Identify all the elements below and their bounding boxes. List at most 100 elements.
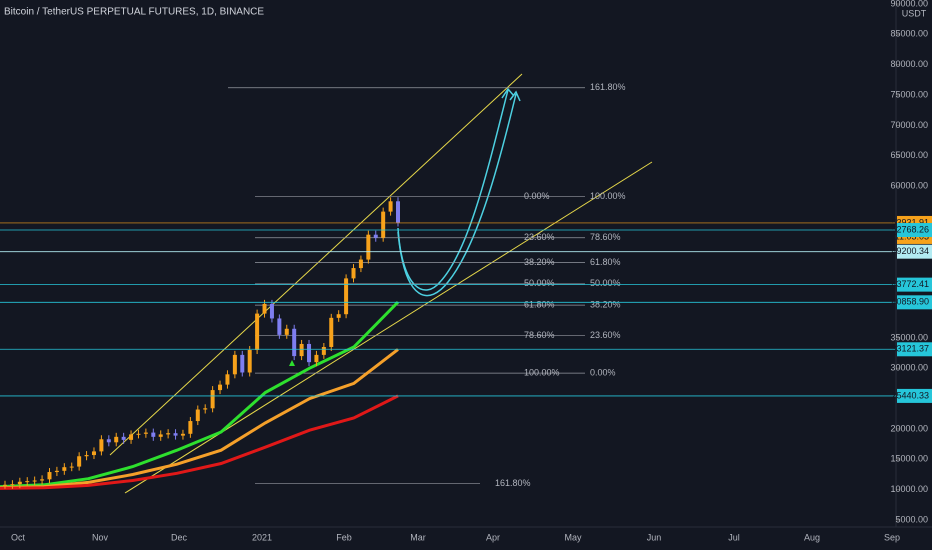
price-tag — [897, 388, 932, 403]
candle — [351, 268, 356, 279]
candle — [218, 384, 223, 391]
x-tick-label: Dec — [171, 532, 188, 542]
candle — [255, 313, 260, 351]
candle — [10, 484, 15, 486]
candle — [203, 408, 208, 410]
fib-label: 50.00% — [590, 278, 621, 288]
candle — [17, 481, 22, 485]
x-tick-label: Aug — [804, 532, 820, 542]
y-tick-label: 85000.00 — [890, 29, 928, 39]
candle — [69, 466, 74, 468]
price-tag — [897, 277, 932, 292]
candle — [54, 470, 59, 473]
candle — [84, 455, 89, 457]
candle — [321, 346, 326, 355]
x-tick-label: Nov — [92, 532, 109, 542]
moving-average — [0, 348, 399, 490]
x-tick-label: Apr — [486, 532, 500, 542]
candle — [269, 303, 274, 319]
fib-label: 0.00% — [590, 367, 616, 377]
y-tick-label: 5000.00 — [895, 514, 928, 524]
x-tick-label: Jul — [728, 532, 740, 542]
fib-label: 100.00% — [524, 367, 560, 377]
candle — [180, 433, 185, 436]
candle — [188, 421, 193, 434]
price-tag-label: 33121.37 — [891, 344, 929, 354]
candle — [329, 317, 334, 347]
currency-label: USDT — [902, 8, 927, 18]
candle — [284, 328, 289, 335]
fib-label: 100.00% — [590, 191, 626, 201]
price-tag — [897, 295, 932, 310]
price-tag-label: 43772.41 — [891, 279, 929, 289]
y-tick-label: 90000.00 — [890, 0, 928, 8]
fib-label: 38.20% — [524, 257, 555, 267]
candle — [62, 467, 67, 471]
price-tag-label: 53931.91 — [891, 217, 929, 227]
candle — [396, 201, 400, 223]
projection-arrow — [501, 87, 521, 102]
moving-average — [0, 394, 399, 490]
fib-label: 38.20% — [590, 299, 621, 309]
y-tick-label: 20000.00 — [890, 423, 928, 433]
y-tick-label: 35000.00 — [890, 332, 928, 342]
candle — [247, 350, 252, 373]
candle — [129, 434, 134, 440]
y-tick-label: 10000.00 — [890, 484, 928, 494]
fib-label: 78.60% — [524, 330, 555, 340]
x-tick-label: Sep — [884, 532, 900, 542]
price-tag-label: 49200.34 — [891, 246, 929, 256]
channel-upper — [109, 73, 523, 456]
candle — [121, 436, 126, 440]
y-tick-label: 30000.00 — [890, 363, 928, 373]
candle — [25, 481, 30, 483]
signal-marker — [289, 360, 295, 366]
fib-label: 23.60% — [524, 232, 555, 242]
y-tick-label: 70000.00 — [890, 120, 928, 130]
candle — [143, 432, 148, 434]
x-tick-label: Feb — [336, 532, 352, 542]
price-tag-label: 40858.90 — [891, 297, 929, 307]
x-tick-label: Mar — [410, 532, 426, 542]
price-tag-label: 52768.26 — [891, 224, 929, 234]
channel-lower — [124, 161, 653, 494]
moving-average — [0, 301, 400, 489]
y-tick-label: 15000.00 — [890, 454, 928, 464]
candle — [173, 433, 178, 436]
x-tick-label: 2021 — [252, 532, 272, 542]
candle — [47, 472, 52, 480]
candle — [262, 303, 267, 314]
fib-label: 0.00% — [524, 191, 550, 201]
candle — [307, 343, 312, 363]
candle — [314, 354, 319, 363]
candle — [299, 343, 304, 357]
candle — [381, 211, 386, 238]
price-tag — [897, 223, 932, 238]
candle — [373, 234, 378, 238]
candle — [77, 456, 82, 467]
candle — [114, 436, 119, 443]
candle — [240, 354, 245, 373]
fib-label: 61.80% — [590, 257, 621, 267]
candle — [210, 390, 215, 409]
candle — [292, 328, 297, 357]
fib-label: 161.80% — [495, 478, 531, 488]
fib-label: 23.60% — [590, 330, 621, 340]
price-tag-label: 25440.33 — [891, 390, 929, 400]
candle — [32, 480, 37, 482]
candle — [91, 451, 96, 456]
candle — [225, 374, 230, 385]
candle — [277, 318, 282, 335]
candle — [366, 234, 371, 260]
candle — [40, 479, 45, 481]
candle — [3, 484, 7, 486]
fib-label: 50.00% — [524, 278, 555, 288]
x-tick-label: May — [564, 532, 582, 542]
fib-label: 78.60% — [590, 232, 621, 242]
price-tag — [897, 342, 932, 357]
y-tick-label: 75000.00 — [890, 89, 928, 99]
y-tick-label: 65000.00 — [890, 150, 928, 160]
candle — [166, 433, 171, 435]
